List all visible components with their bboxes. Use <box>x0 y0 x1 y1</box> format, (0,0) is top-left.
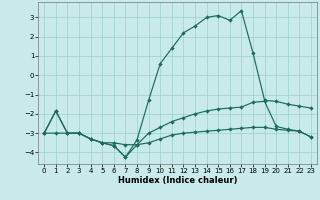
X-axis label: Humidex (Indice chaleur): Humidex (Indice chaleur) <box>118 176 237 185</box>
